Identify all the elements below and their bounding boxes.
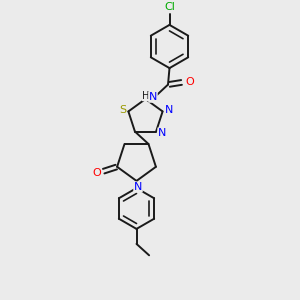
Text: O: O	[185, 77, 194, 87]
Text: N: N	[149, 92, 157, 102]
Text: H: H	[142, 91, 150, 101]
Text: O: O	[92, 169, 101, 178]
Text: Cl: Cl	[164, 2, 175, 12]
Text: N: N	[158, 128, 166, 138]
Text: S: S	[119, 105, 126, 115]
Text: N: N	[164, 105, 173, 115]
Text: N: N	[134, 182, 142, 192]
